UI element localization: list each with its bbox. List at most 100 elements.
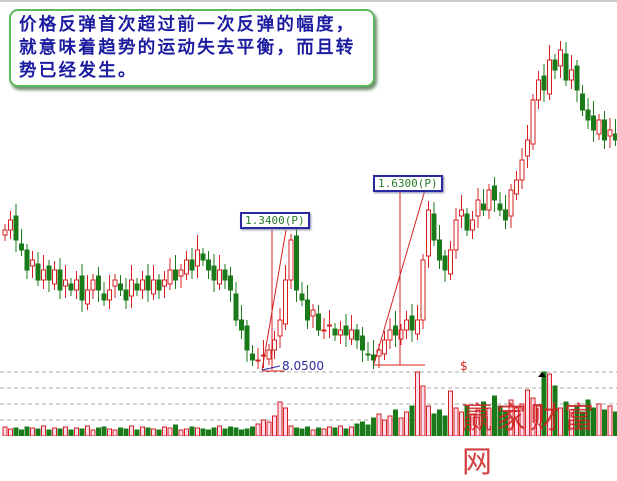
candle-body <box>273 340 277 350</box>
candle-body <box>47 266 51 280</box>
candle-body <box>322 330 326 331</box>
volume-bar <box>405 412 409 436</box>
candle-body <box>520 160 524 180</box>
volume-bar <box>64 427 68 436</box>
candle-body <box>212 266 216 280</box>
low-value-label: 8.0500 <box>282 359 324 373</box>
candle-body <box>592 116 596 130</box>
volume-bar <box>9 429 13 436</box>
candle-body <box>119 284 123 290</box>
dollar-marker: $ <box>460 359 468 373</box>
candle-body <box>515 180 519 194</box>
volume-bar <box>124 429 128 436</box>
candle-body <box>460 210 464 216</box>
candle-body <box>421 260 425 320</box>
low-pointer <box>262 366 280 370</box>
candle-body <box>531 100 535 144</box>
volume-bar <box>163 427 167 436</box>
candle-body <box>597 120 601 134</box>
volume-bar <box>438 410 442 436</box>
candle-body <box>278 320 282 336</box>
volume-bar <box>322 429 326 436</box>
volume-bar <box>443 416 447 436</box>
volume-bar <box>80 429 84 436</box>
volume-bar <box>97 428 101 436</box>
candle-body <box>229 276 233 290</box>
candle-body <box>509 190 513 216</box>
volume-bar <box>196 428 200 436</box>
candle-body <box>410 316 414 330</box>
volume-bar <box>339 426 343 436</box>
volume-bar <box>86 426 90 436</box>
candle-body <box>190 260 194 270</box>
candle-body <box>207 260 211 270</box>
volume-bar <box>273 416 277 436</box>
volume-bar <box>20 430 24 436</box>
volume-bar <box>223 429 227 436</box>
candle-body <box>256 360 260 361</box>
candle-body <box>355 330 359 340</box>
candle-body <box>240 320 244 330</box>
candle-body <box>465 214 469 230</box>
candle-body <box>487 190 491 210</box>
candle-body <box>608 130 612 136</box>
volume-bar <box>201 429 205 436</box>
volume-bar <box>75 428 79 436</box>
candle-body <box>306 300 310 320</box>
candle-body <box>42 270 46 280</box>
volume-bar <box>3 427 7 436</box>
candle-body <box>201 254 205 260</box>
candle-body <box>526 140 530 156</box>
volume-bar <box>328 427 332 436</box>
candle-body <box>366 354 370 355</box>
volume-bar <box>317 428 321 436</box>
volume-bar <box>36 429 40 436</box>
volume-bar <box>284 408 288 436</box>
candle-body <box>69 284 73 290</box>
candle-body <box>174 270 178 280</box>
volume-bar <box>14 428 18 436</box>
volume-bar <box>245 429 249 436</box>
candle-body <box>586 110 590 120</box>
candle-body <box>163 280 167 286</box>
candle-body <box>168 270 172 284</box>
candle-body <box>64 280 68 286</box>
volume-bar <box>108 429 112 436</box>
candle-body <box>383 340 387 354</box>
candle-body <box>25 250 29 270</box>
candle-body <box>614 134 617 140</box>
candle-body <box>498 204 502 210</box>
candle-body <box>234 294 238 320</box>
candle-body <box>344 326 348 335</box>
candle-body <box>581 94 585 110</box>
candle-body <box>223 270 227 280</box>
volume-bar <box>300 429 304 436</box>
volume-bar <box>421 386 425 436</box>
candle-body <box>97 276 101 290</box>
volume-bar <box>251 427 255 436</box>
volume-bar <box>267 422 271 436</box>
candle-body <box>350 330 354 339</box>
volume-bar <box>333 428 337 436</box>
volume-bar <box>366 425 370 436</box>
volume-bar <box>432 414 436 436</box>
volume-bar <box>218 426 222 436</box>
candle-body <box>108 290 112 300</box>
candle-body <box>152 280 156 294</box>
candle-body <box>553 60 557 70</box>
candle-body <box>146 276 150 290</box>
candle-body <box>311 310 315 316</box>
volume-bar <box>416 372 420 436</box>
candle-body <box>564 54 568 80</box>
candle-body <box>317 314 321 330</box>
volume-bar <box>278 402 282 436</box>
volume-bar <box>355 424 359 436</box>
volume-bar <box>212 428 216 436</box>
candle-body <box>141 280 145 290</box>
volume-bar <box>234 428 238 436</box>
volume-bar <box>262 420 266 436</box>
volume-bar <box>344 429 348 436</box>
candle-body <box>31 260 35 266</box>
volume-bar <box>377 414 381 436</box>
rebound2-label: 1.6300(P) <box>373 175 443 192</box>
